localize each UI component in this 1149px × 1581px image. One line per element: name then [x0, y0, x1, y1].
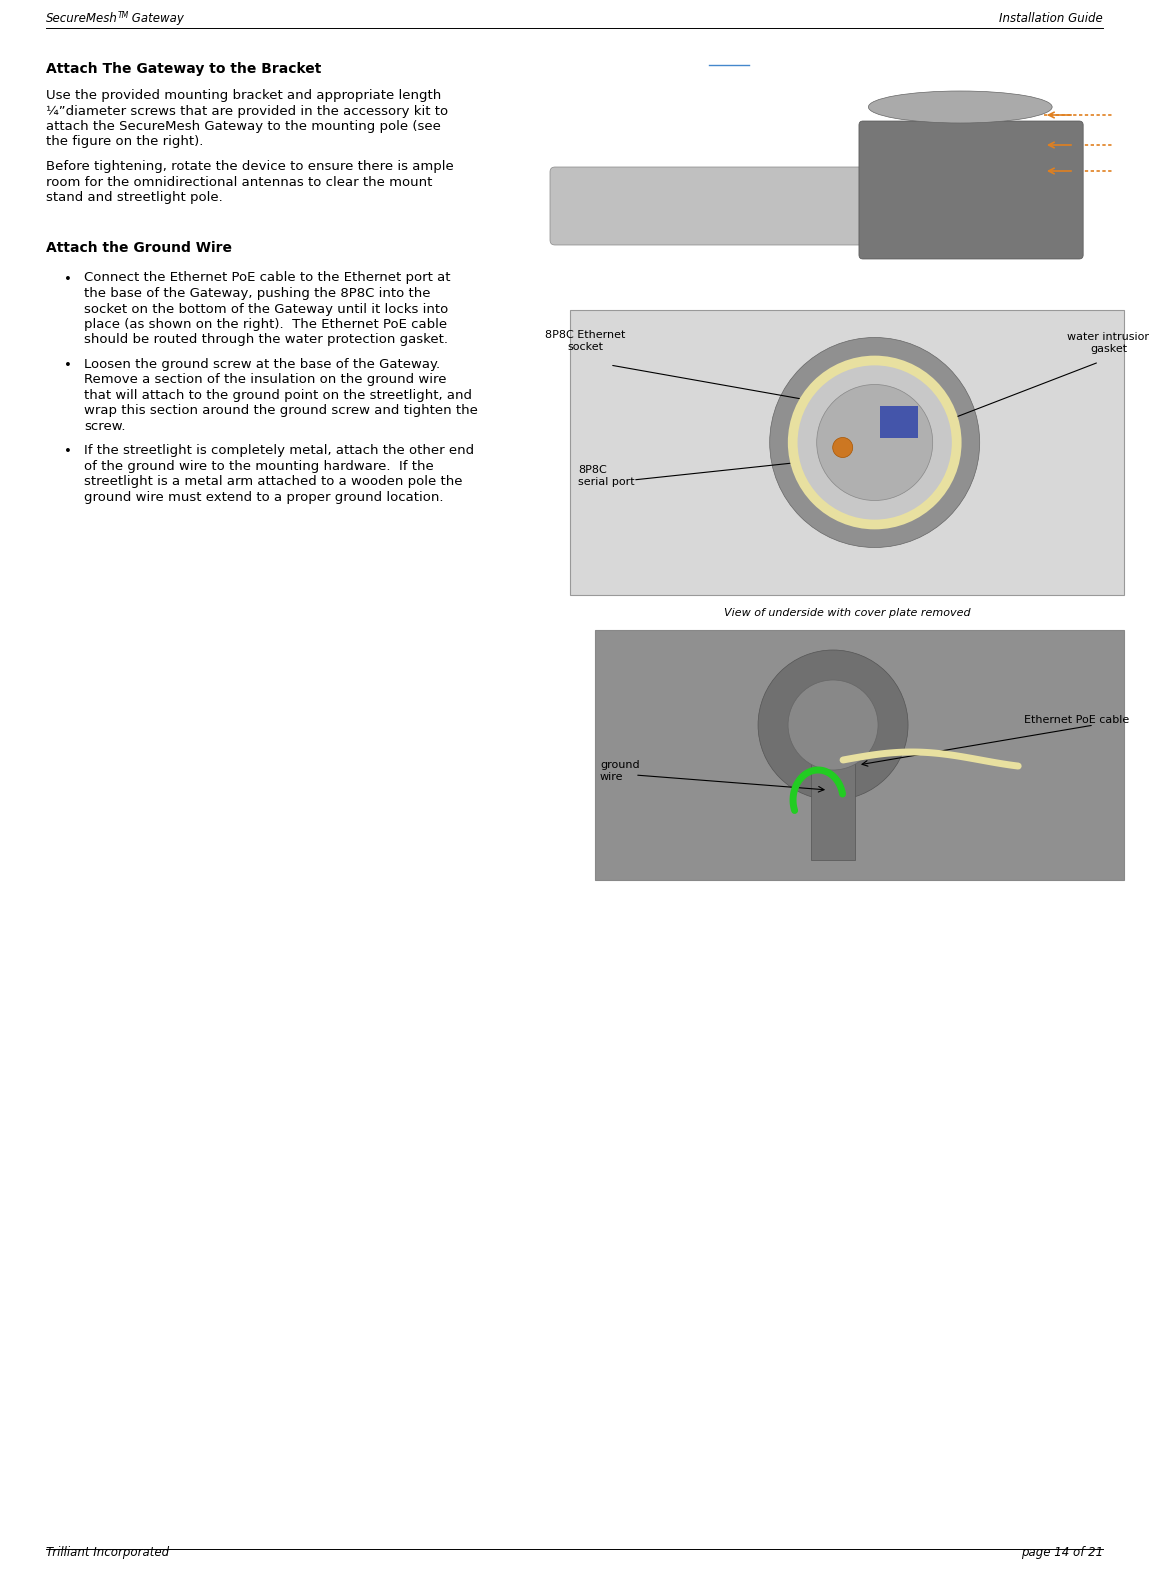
- Ellipse shape: [869, 92, 1052, 123]
- Text: wrap this section around the ground screw and tighten the: wrap this section around the ground scre…: [84, 405, 478, 417]
- Text: attach the SecureMesh Gateway to the mounting pole (see: attach the SecureMesh Gateway to the mou…: [46, 120, 441, 133]
- Text: should be routed through the water protection gasket.: should be routed through the water prote…: [84, 334, 448, 346]
- Text: the figure on the right).: the figure on the right).: [46, 136, 203, 149]
- Text: 8P8C Ethernet
socket: 8P8C Ethernet socket: [545, 330, 625, 351]
- Bar: [811, 726, 855, 860]
- Circle shape: [788, 680, 878, 770]
- Text: screw.: screw.: [84, 421, 125, 433]
- Text: •: •: [64, 446, 72, 458]
- Text: Loosen the ground screw at the base of the Gateway.: Loosen the ground screw at the base of t…: [84, 357, 440, 372]
- Bar: [595, 629, 1124, 881]
- Text: Attach The Gateway to the Bracket: Attach The Gateway to the Bracket: [46, 62, 322, 76]
- Text: Attach the Ground Wire: Attach the Ground Wire: [46, 242, 232, 256]
- Text: 8P8C
serial port: 8P8C serial port: [578, 465, 634, 487]
- Text: the base of the Gateway, pushing the 8P8C into the: the base of the Gateway, pushing the 8P8…: [84, 288, 431, 300]
- Circle shape: [770, 337, 980, 547]
- Text: Use the provided mounting bracket and appropriate length: Use the provided mounting bracket and ap…: [46, 89, 441, 103]
- Text: Connect the Ethernet PoE cable to the Ethernet port at: Connect the Ethernet PoE cable to the Et…: [84, 272, 450, 285]
- Text: water intrusion
gasket: water intrusion gasket: [1066, 332, 1149, 354]
- Text: place (as shown on the right).  The Ethernet PoE cable: place (as shown on the right). The Ether…: [84, 318, 447, 330]
- Text: View of underside with cover plate removed: View of underside with cover plate remov…: [724, 609, 970, 618]
- Text: Remove a section of the insulation on the ground wire: Remove a section of the insulation on th…: [84, 373, 447, 386]
- Text: streetlight is a metal arm attached to a wooden pole the: streetlight is a metal arm attached to a…: [84, 476, 463, 489]
- Text: stand and streetlight pole.: stand and streetlight pole.: [46, 191, 223, 204]
- Text: If the streetlight is completely metal, attach the other end: If the streetlight is completely metal, …: [84, 444, 475, 457]
- Bar: [570, 310, 1124, 594]
- Circle shape: [758, 650, 908, 800]
- Text: ¼”diameter screws that are provided in the accessory kit to: ¼”diameter screws that are provided in t…: [46, 104, 448, 117]
- Text: SecureMesh: SecureMesh: [46, 13, 118, 25]
- FancyBboxPatch shape: [859, 122, 1084, 259]
- Circle shape: [789, 357, 959, 528]
- Text: Installation Guide: Installation Guide: [1000, 13, 1103, 25]
- Text: socket on the bottom of the Gateway until it locks into: socket on the bottom of the Gateway unti…: [84, 302, 448, 316]
- Text: of the ground wire to the mounting hardware.  If the: of the ground wire to the mounting hardw…: [84, 460, 434, 473]
- Text: Before tightening, rotate the device to ensure there is ample: Before tightening, rotate the device to …: [46, 160, 454, 172]
- Text: Trilliant Incorporated: Trilliant Incorporated: [46, 1546, 169, 1559]
- Text: ground
wire: ground wire: [600, 760, 640, 781]
- Text: that will attach to the ground point on the streetlight, and: that will attach to the ground point on …: [84, 389, 472, 402]
- Circle shape: [833, 438, 853, 457]
- Circle shape: [817, 384, 933, 501]
- Text: •: •: [64, 272, 72, 286]
- FancyBboxPatch shape: [880, 405, 918, 438]
- Text: ground wire must extend to a proper ground location.: ground wire must extend to a proper grou…: [84, 492, 444, 504]
- Text: Gateway: Gateway: [128, 13, 184, 25]
- Bar: [550, 55, 1119, 255]
- Text: page 14 of 21: page 14 of 21: [1020, 1546, 1103, 1559]
- Text: room for the omnidirectional antennas to clear the mount: room for the omnidirectional antennas to…: [46, 175, 432, 188]
- Text: TM: TM: [118, 11, 129, 21]
- Text: •: •: [64, 359, 72, 372]
- Text: Ethernet PoE cable: Ethernet PoE cable: [1024, 715, 1129, 726]
- FancyBboxPatch shape: [550, 168, 890, 245]
